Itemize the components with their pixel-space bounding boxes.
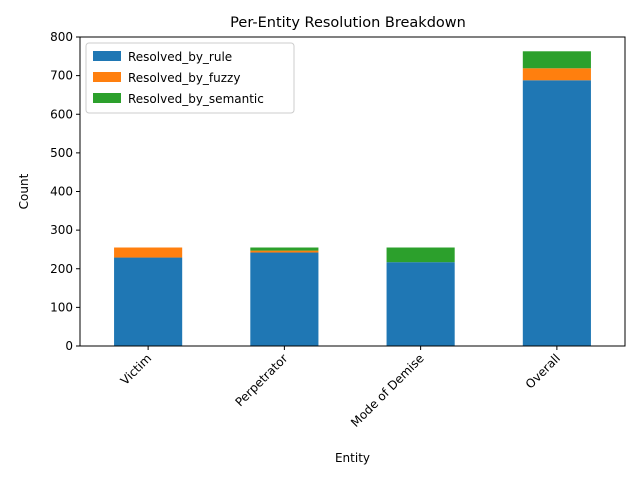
legend-swatch (93, 72, 121, 82)
bar-segment-resolved-by-semantic-mode-of-demise (386, 247, 455, 263)
bar-segment-resolved-by-fuzzy-victim (114, 247, 183, 258)
bar-segment-resolved-by-fuzzy-overall (522, 68, 591, 81)
legend-swatch (93, 93, 121, 103)
y-tick-label: 500 (50, 146, 73, 160)
legend-box (85, 42, 295, 114)
legend-swatch (93, 51, 121, 61)
y-tick-label: 100 (50, 300, 73, 314)
y-tick-label: 800 (50, 30, 73, 44)
y-tick-label: 400 (50, 185, 73, 199)
y-tick-label: 700 (50, 69, 73, 83)
y-axis: 0 100 200 300 400 500 600 700 800 (50, 30, 80, 353)
bar-segment-resolved-by-semantic-overall (522, 51, 591, 69)
legend: Resolved_by_rule Resolved_by_fuzzy Resolve… (85, 42, 295, 114)
y-tick-label: 300 (50, 223, 73, 237)
y-tick-label: 200 (50, 262, 73, 276)
chart-title: Per-Entity Resolution Breakdown (230, 15, 466, 31)
y-axis-label: Count (17, 173, 31, 209)
y-tick-label: 600 (50, 107, 73, 121)
legend-label: Resolved_by_fuzzy (128, 71, 240, 85)
bar-segment-resolved-by-rule-perpetrator (250, 252, 319, 346)
legend-label: Resolved_by_rule (128, 50, 232, 64)
bar-segment-resolved-by-rule-overall (522, 80, 591, 346)
bars-layer (114, 51, 591, 346)
bar-segment-resolved-by-rule-mode-of-demise (386, 262, 455, 346)
bar-segment-resolved-by-semantic-perpetrator (250, 247, 319, 251)
bar-segment-resolved-by-rule-victim (114, 257, 183, 346)
bar-segment-resolved-by-fuzzy-perpetrator (250, 250, 319, 253)
x-axis-label: Entity (335, 451, 370, 465)
legend-label: Resolved_by_semantic (128, 92, 264, 106)
y-tick-label: 0 (65, 339, 73, 353)
